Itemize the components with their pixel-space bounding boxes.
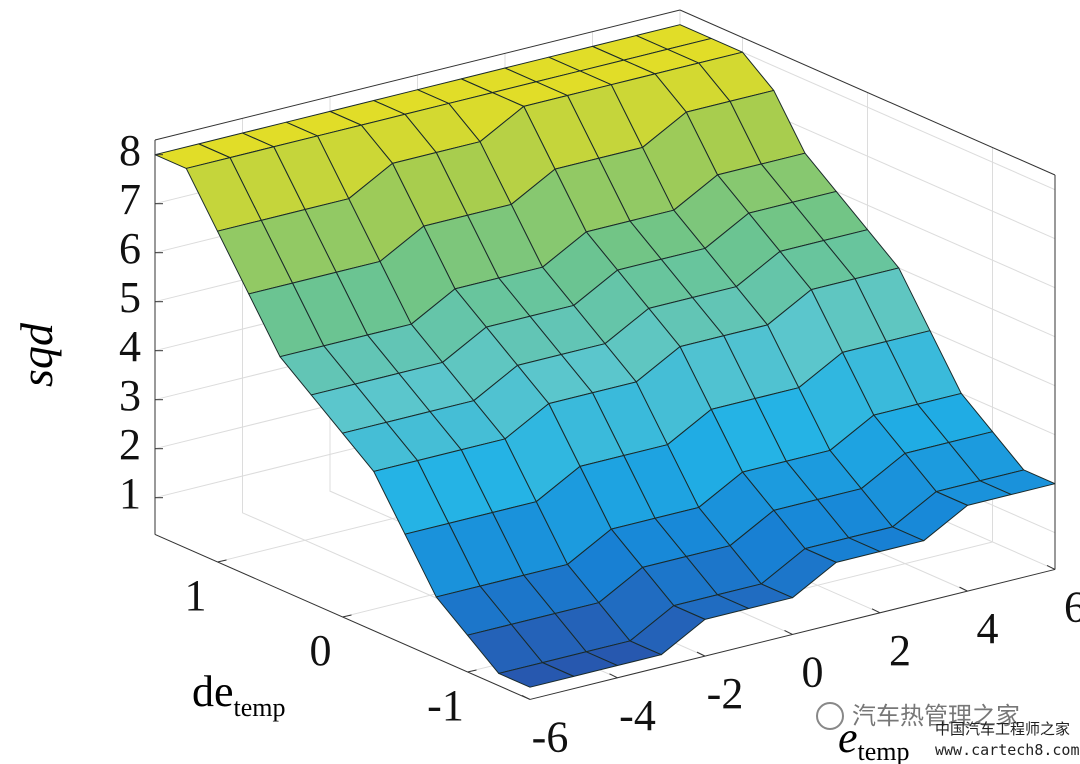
y-axis-label-sub: temp bbox=[234, 693, 286, 722]
x-tick bbox=[871, 608, 881, 614]
watermark-icon bbox=[816, 702, 844, 730]
x-tick bbox=[784, 630, 793, 635]
x-tick bbox=[959, 586, 968, 592]
z-tick-label: 3 bbox=[119, 371, 141, 420]
y-axis-label: detemp bbox=[192, 667, 286, 722]
x-tick-label: -6 bbox=[532, 713, 569, 762]
x-tick bbox=[696, 651, 706, 657]
watermark-site: 中国汽车工程师之家 bbox=[935, 720, 1070, 738]
x-tick-label: 2 bbox=[889, 626, 911, 675]
z-tick-label: 5 bbox=[119, 273, 141, 322]
axis-line bbox=[679, 9, 1056, 176]
x-axis-label-main: e bbox=[838, 713, 858, 762]
x-tick-label: 4 bbox=[977, 604, 999, 653]
surface-patch bbox=[498, 662, 575, 688]
z-tick-label: 1 bbox=[119, 469, 141, 518]
y-tick-label: -1 bbox=[427, 681, 464, 730]
watermark-url: www.cartech8.com bbox=[935, 741, 1080, 759]
x-tick bbox=[521, 695, 531, 700]
y-axis-label-main: de bbox=[192, 667, 234, 716]
z-tick-label: 4 bbox=[119, 322, 141, 371]
z-axis-label: sqd bbox=[11, 322, 62, 387]
x-tick-label: 6 bbox=[1064, 583, 1080, 632]
x-axis-label: etemp bbox=[838, 713, 910, 764]
x-tick-label: 0 bbox=[802, 648, 824, 697]
x-tick bbox=[1046, 565, 1056, 570]
z-tick-label: 7 bbox=[119, 175, 141, 224]
x-tick-label: -2 bbox=[707, 669, 744, 718]
y-tick-label: 0 bbox=[310, 626, 332, 675]
watermark-account: 汽车热管理之家 bbox=[852, 702, 1020, 730]
z-tick-label: 2 bbox=[119, 420, 141, 469]
y-tick-label: 1 bbox=[185, 571, 207, 620]
x-axis-label-sub: temp bbox=[858, 737, 910, 764]
y-tick bbox=[467, 669, 477, 673]
z-tick-label: 8 bbox=[119, 126, 141, 175]
y-tick bbox=[342, 614, 352, 618]
x-tick bbox=[609, 673, 618, 679]
x-tick-label: -4 bbox=[619, 691, 656, 740]
z-tick-label: 6 bbox=[119, 224, 141, 273]
axis-line bbox=[154, 9, 681, 141]
y-tick bbox=[217, 559, 227, 563]
